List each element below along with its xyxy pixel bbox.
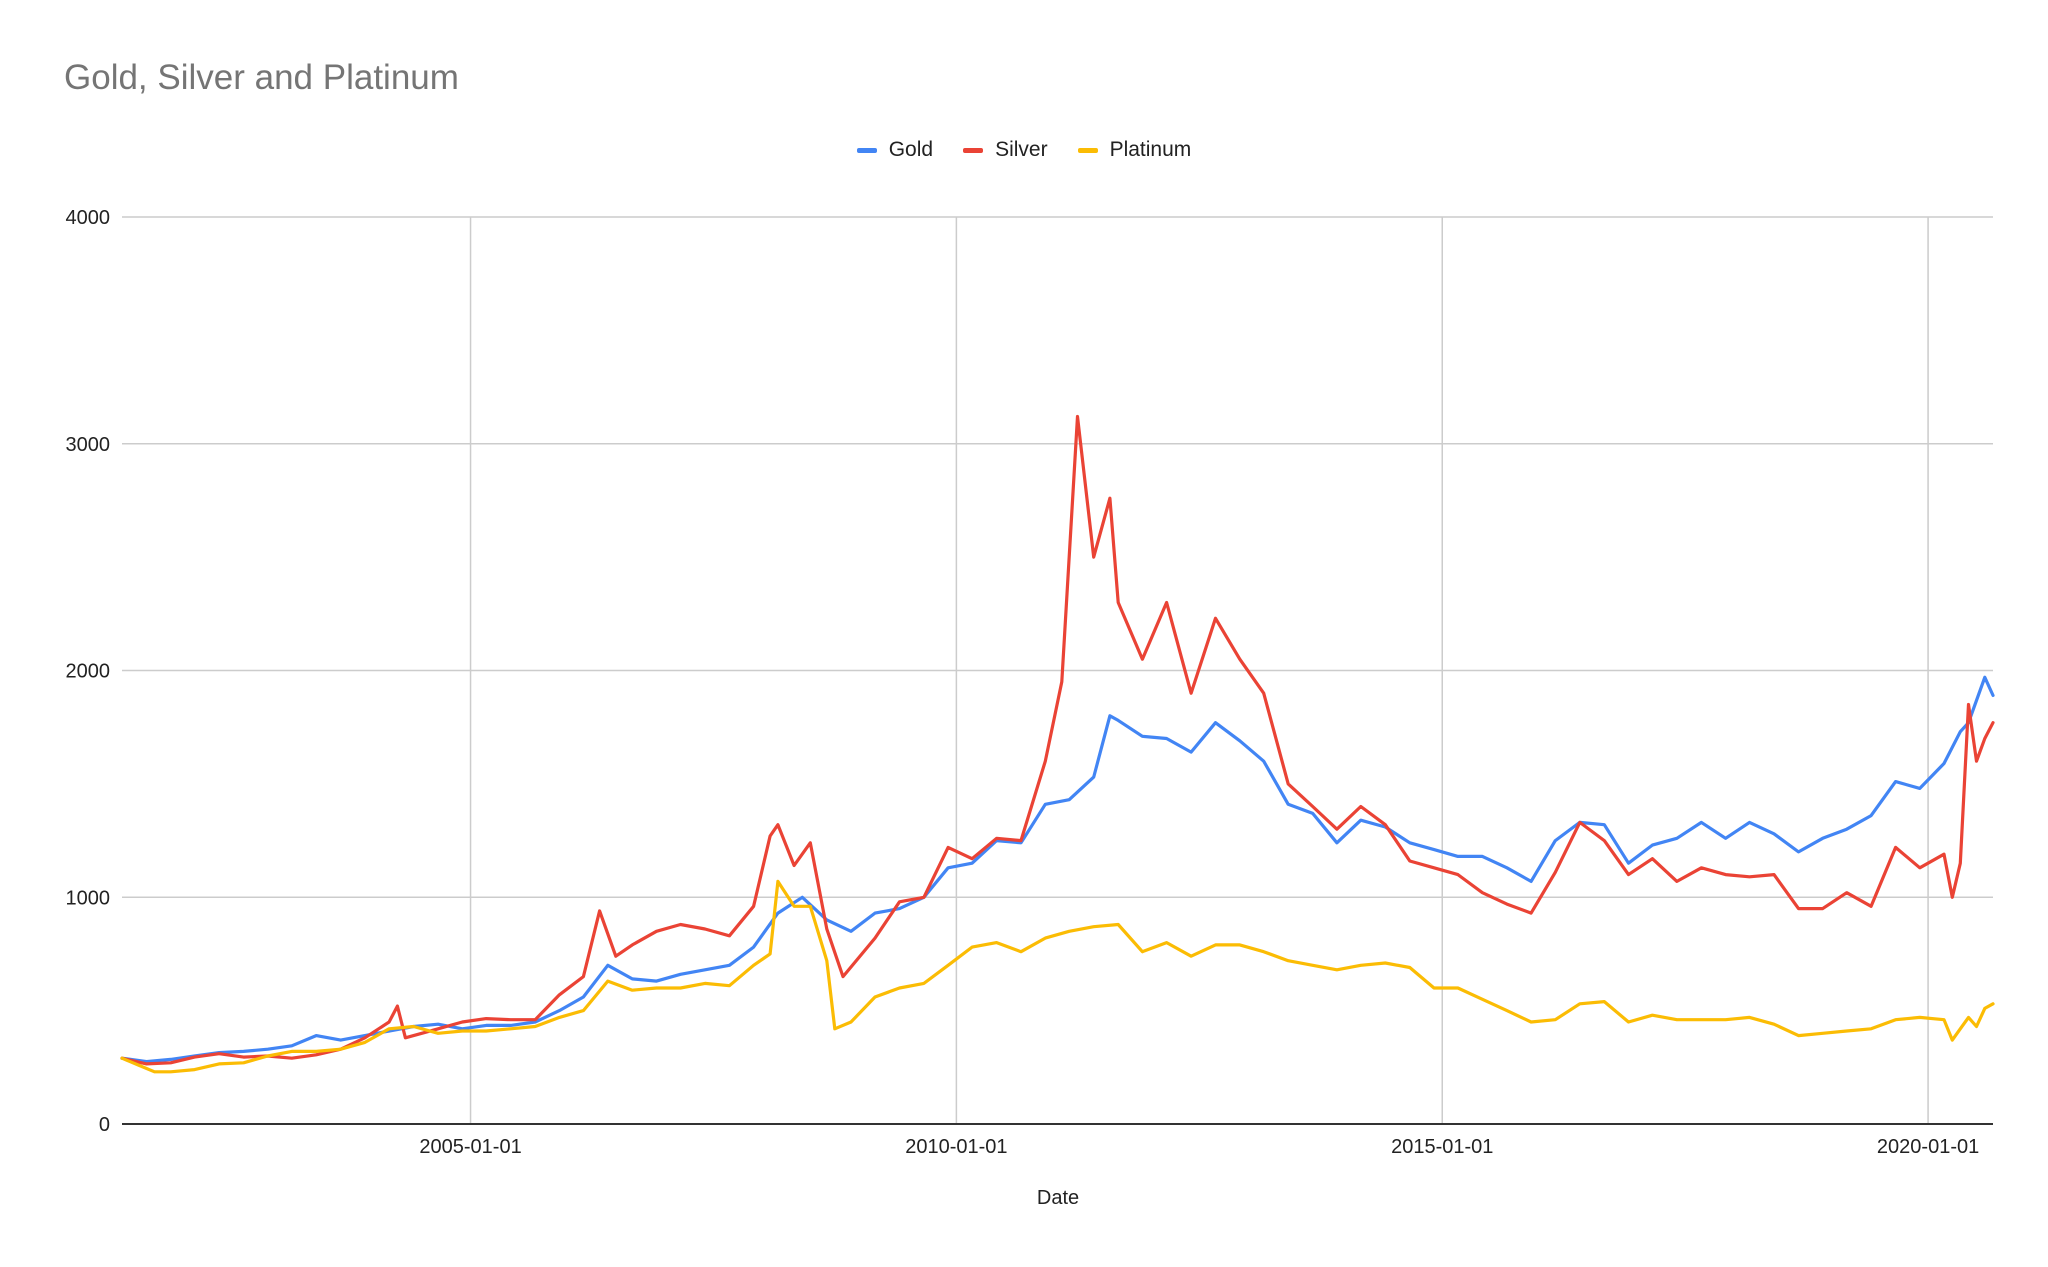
legend-label-silver: Silver (995, 138, 1048, 161)
series-lines (120, 414, 1995, 1074)
series-line-platinum[interactable] (120, 879, 1995, 1074)
x-tick-label: 2010-01-01 (905, 1136, 1007, 1158)
legend-swatch-platinum (1077, 147, 1098, 153)
y-tick-label: 1000 (66, 887, 111, 909)
x-axis-ticks: 2005-01-01 2010-01-01 2015-01-01 2020-01-01 (419, 1136, 1979, 1158)
y-axis-ticks: 0 1000 2000 3000 4000 (66, 207, 111, 1136)
legend: Gold Silver Platinum (0, 138, 2048, 162)
legend-swatch-gold (856, 147, 877, 153)
series-line-silver[interactable] (120, 414, 1995, 1066)
legend-item-platinum[interactable]: Platinum (1077, 138, 1192, 162)
gridlines (122, 216, 1993, 1124)
x-tick-label: 2020-01-01 (1877, 1136, 1979, 1158)
x-tick-label: 2015-01-01 (1391, 1136, 1493, 1158)
y-tick-label: 3000 (66, 434, 111, 456)
y-tick-label: 2000 (66, 661, 111, 683)
legend-item-silver[interactable]: Silver (963, 138, 1048, 162)
legend-item-gold[interactable]: Gold (856, 138, 934, 162)
x-axis-title: Date (1037, 1187, 1079, 1209)
legend-label-gold: Gold (888, 138, 934, 161)
legend-label-platinum: Platinum (1109, 138, 1192, 161)
chart-title: Gold, Silver and Platinum (64, 58, 459, 97)
x-tick-label: 2005-01-01 (419, 1136, 521, 1158)
y-tick-label: 0 (99, 1114, 110, 1136)
legend-swatch-silver (963, 147, 984, 153)
y-tick-label: 4000 (66, 207, 111, 229)
